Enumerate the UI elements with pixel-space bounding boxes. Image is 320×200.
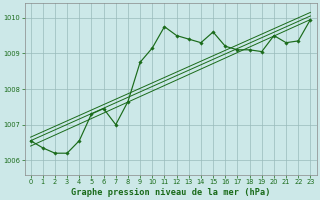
X-axis label: Graphe pression niveau de la mer (hPa): Graphe pression niveau de la mer (hPa): [71, 188, 270, 197]
